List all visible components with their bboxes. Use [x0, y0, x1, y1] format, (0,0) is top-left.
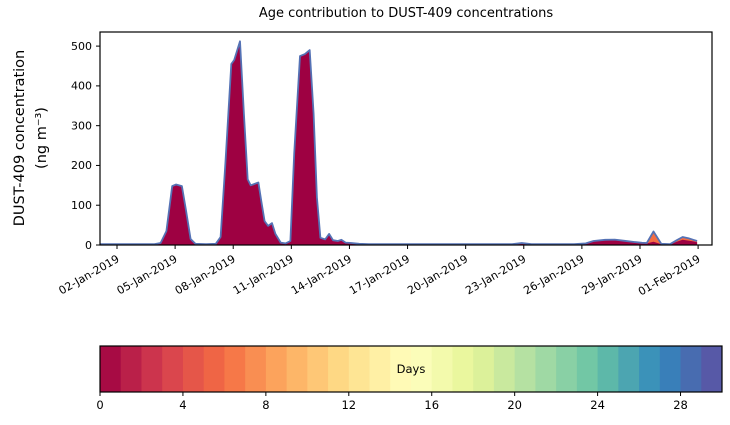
colorbar-segment: [514, 346, 536, 392]
colorbar-segment: [390, 346, 412, 392]
colorbar-segment: [452, 346, 474, 392]
colorbar-segment: [224, 346, 246, 392]
area-young-dust-age-0-2-days: [100, 41, 698, 245]
colorbar-segment: [265, 346, 288, 392]
colorbar-segment: [639, 346, 661, 392]
colorbar-tick-label: 24: [590, 398, 605, 412]
colorbar-segment: [597, 346, 619, 392]
y-tick-label: 400: [71, 80, 92, 93]
colorbar-tick-label: 16: [424, 398, 439, 412]
stack-outline: [100, 40, 698, 246]
colorbar-frame: [99, 345, 723, 393]
colorbar-segment: [431, 346, 453, 392]
colorbar-segment: [659, 346, 682, 392]
colorbar-segment: [162, 346, 184, 392]
colorbar-tick-label: 8: [262, 398, 269, 412]
colorbar-segment: [618, 346, 640, 392]
x-tick-label: 17-Jan-2019: [347, 252, 412, 297]
axes-frame: [99, 31, 713, 246]
colorbar-title: Days: [397, 362, 426, 376]
colorbar-segment: [100, 346, 122, 392]
colorbar-segment: [182, 346, 205, 392]
colorbar-segment: [680, 346, 702, 392]
x-tick-label: 14-Jan-2019: [289, 252, 354, 297]
colorbar-tick-label: 0: [96, 398, 103, 412]
colorbar-segment: [369, 346, 391, 392]
colorbar-segment: [120, 346, 142, 392]
x-tick-label: 02-Jan-2019: [57, 252, 122, 297]
x-tick-label: 01-Feb-2019: [636, 252, 703, 298]
colorbar-segment: [328, 346, 350, 392]
colorbar-segment: [701, 346, 723, 392]
colorbar-segment: [348, 346, 371, 392]
x-tick-label: 11-Jan-2019: [231, 252, 296, 297]
colorbar-segment: [556, 346, 578, 392]
x-tick-label: 23-Jan-2019: [463, 252, 528, 297]
colorbar-segment: [411, 346, 433, 392]
colorbar-tick-label: 12: [341, 398, 356, 412]
colorbar-segment: [286, 346, 308, 392]
colorbar-tick-label: 4: [179, 398, 186, 412]
colorbar-segment: [473, 346, 495, 392]
colorbar-segment: [576, 346, 599, 392]
colorbar-segment: [203, 346, 225, 392]
colorbar-segment: [535, 346, 557, 392]
y-tick-label: 200: [71, 159, 92, 172]
colorbar-segment: [245, 346, 267, 392]
x-tick-label: 26-Jan-2019: [521, 252, 586, 297]
colorbar-tick-label: 28: [673, 398, 688, 412]
y-tick-label: 100: [71, 199, 92, 212]
colorbar-segment: [493, 346, 516, 392]
colorbar-segment: [141, 346, 163, 392]
colorbar-segment: [307, 346, 329, 392]
colorbar-tick-label: 20: [507, 398, 522, 412]
x-tick-label: 29-Jan-2019: [580, 252, 645, 297]
y-tick-label: 500: [71, 40, 92, 53]
y-tick-label: 0: [85, 239, 92, 252]
x-tick-label: 20-Jan-2019: [405, 252, 470, 297]
chart-title: Age contribution to DUST-409 concentrati…: [258, 6, 554, 21]
x-tick-label: 05-Jan-2019: [115, 252, 180, 297]
area-older-dust-age-8-14-days-total: [100, 41, 698, 245]
x-tick-label: 08-Jan-2019: [173, 252, 238, 297]
y-tick-label: 300: [71, 119, 92, 132]
